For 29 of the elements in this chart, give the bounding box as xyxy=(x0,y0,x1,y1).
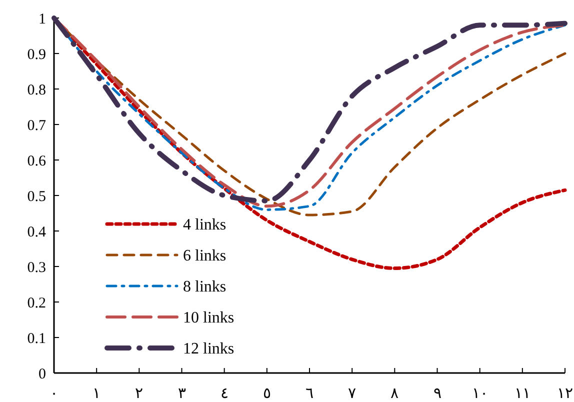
x-tick-label: ٧ xyxy=(348,386,356,402)
y-tick-label: 0.7 xyxy=(27,118,46,134)
legend-label: 12 links xyxy=(183,340,234,358)
legend-label: 10 links xyxy=(183,310,234,327)
x-tick-label: ٠ xyxy=(50,386,58,402)
y-tick-label: 0.6 xyxy=(27,153,46,170)
y-tick-label: 0 xyxy=(38,366,46,382)
y-tick-label: 1 xyxy=(38,11,46,28)
x-tick-label: ٥ xyxy=(262,386,271,402)
y-tick-label: 0.5 xyxy=(27,188,46,205)
y-tick-label: 0.3 xyxy=(27,260,46,276)
x-tick-label: ١ xyxy=(92,386,101,402)
y-tick-label: 0.4 xyxy=(27,224,46,240)
y-tick-label: 0.2 xyxy=(27,295,46,312)
legend-label: 8 links xyxy=(183,278,226,296)
x-tick-label: ٤ xyxy=(220,386,228,402)
legend-label: 4 links xyxy=(183,216,226,234)
y-tick-label: 0.8 xyxy=(27,82,46,98)
x-tick-label: ١٠ xyxy=(472,386,488,402)
x-tick-label: ٩ xyxy=(433,386,442,402)
y-tick-label: 0.1 xyxy=(27,330,46,347)
legend-label: 6 links xyxy=(183,248,226,265)
x-tick-label: ٢ xyxy=(135,386,144,402)
x-tick-label: ٦ xyxy=(306,386,314,402)
x-tick-label: ٣ xyxy=(178,386,186,402)
x-tick-label: ٨ xyxy=(390,386,399,402)
y-tick-label: 0.9 xyxy=(27,46,46,63)
x-tick-label: ١١ xyxy=(514,386,530,402)
x-tick-label: ١٢ xyxy=(557,386,573,402)
